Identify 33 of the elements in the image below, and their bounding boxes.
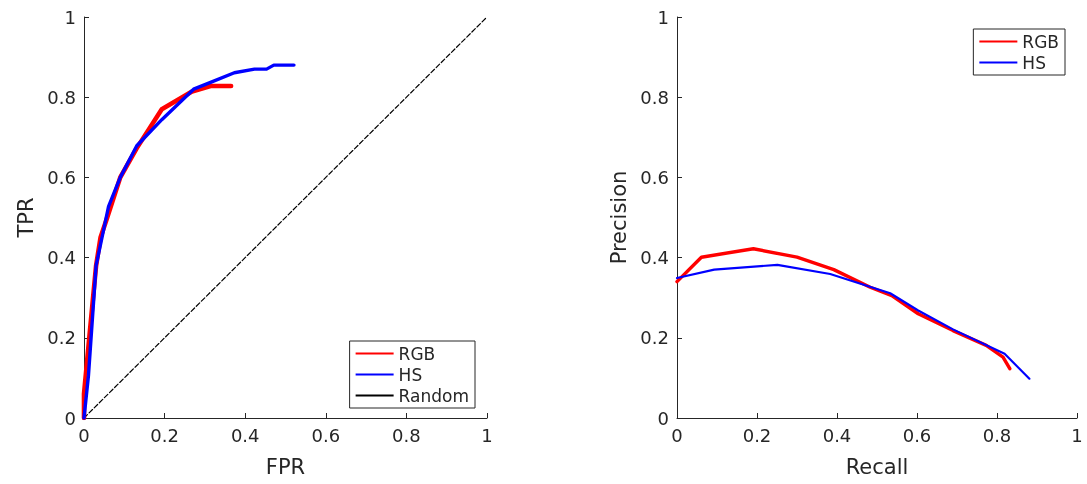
y-tick-label: 0.2 (47, 327, 76, 349)
y-tick-label: 0 (64, 407, 76, 429)
legend-label: RGB (398, 343, 436, 364)
y-tick-label: 0.8 (47, 86, 76, 108)
y-tick-label: 0.6 (640, 166, 669, 188)
y-tick-label: 0 (657, 407, 669, 429)
y-axis-title: Precision (606, 170, 631, 265)
x-tick-label: 0.8 (982, 424, 1012, 446)
x-tick-label: 0.2 (150, 424, 179, 446)
x-tick-label: 0 (671, 424, 683, 446)
y-tick-label: 0.6 (47, 166, 76, 188)
x-tick-label: 1 (1071, 424, 1083, 446)
x-tick-label: 0.4 (822, 424, 852, 446)
y-tick-label: 0.4 (640, 247, 669, 269)
x-tick-label: 0.4 (230, 424, 260, 446)
legend-label: RGB (1022, 31, 1060, 52)
x-axis-title: Recall (845, 454, 909, 479)
x-tick-label: 0.6 (311, 424, 341, 446)
y-tick-label: 1 (64, 6, 76, 28)
x-tick-label: 0 (78, 424, 90, 446)
y-tick-label: 1 (657, 6, 669, 28)
y-axis-title: TPR (13, 197, 38, 239)
x-tick-label: 0.2 (742, 424, 772, 446)
x-tick-label: 0.6 (902, 424, 932, 446)
legend-label: HS (398, 364, 423, 385)
x-tick-label: 1 (481, 424, 493, 446)
legend-label: HS (1022, 52, 1046, 73)
y-tick-label: 0.8 (640, 86, 669, 108)
x-axis-title: FPR (265, 454, 306, 479)
legend-label: Random (398, 385, 470, 406)
y-tick-label: 0.4 (47, 247, 76, 269)
x-tick-label: 0.8 (392, 424, 421, 446)
y-tick-label: 0.2 (640, 327, 669, 349)
